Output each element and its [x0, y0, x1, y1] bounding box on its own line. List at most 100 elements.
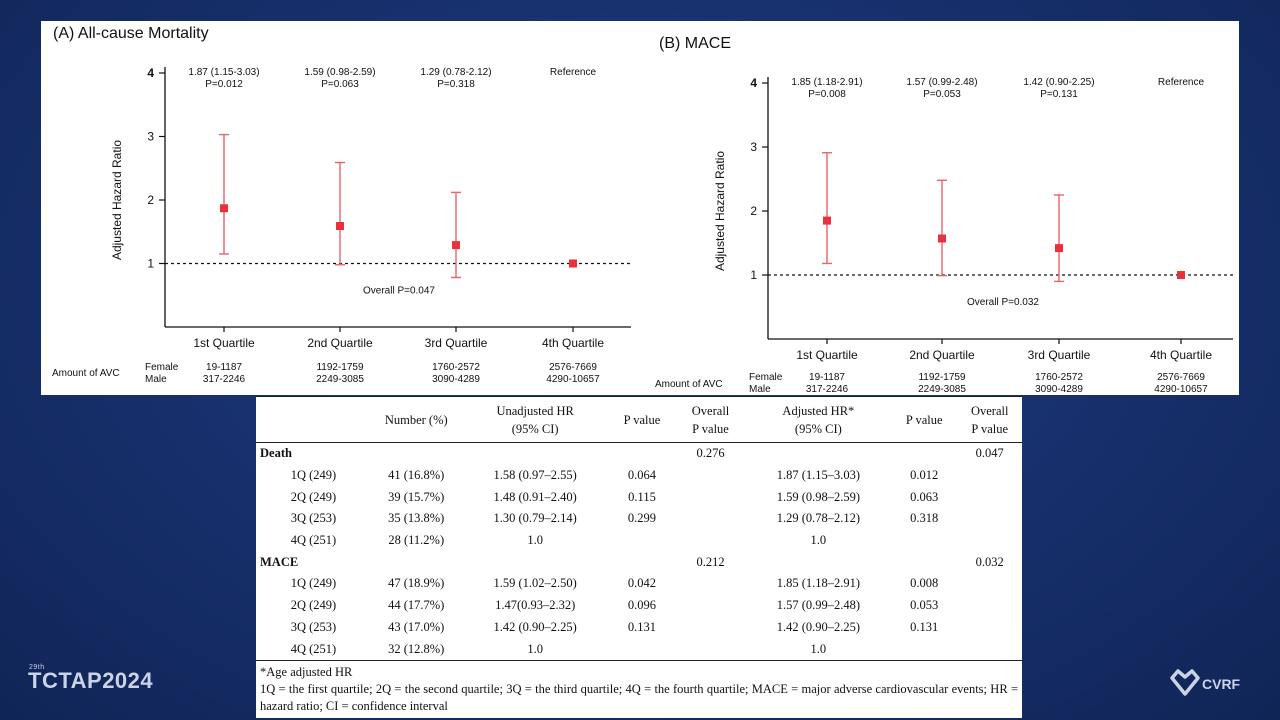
overall-p-adjusted — [957, 486, 1022, 508]
table-group-row: MACE 0.212 0.032 — [256, 551, 1022, 573]
p-value: 0.042 — [627, 576, 657, 591]
overall-p-unadjusted: 0.212 — [696, 554, 725, 569]
p-value — [608, 638, 676, 661]
x-tick-label: 1st Quartile — [193, 336, 255, 350]
cell-empty — [891, 551, 958, 573]
hr-annotation: 1.29 (0.78-2.12) — [420, 67, 491, 78]
unadjusted-hr: 1.48 (0.91–2.40) — [493, 489, 577, 504]
male-range: 3090-4289 — [432, 374, 480, 385]
p-value: 0.115 — [628, 489, 656, 504]
p-value-adjusted — [890, 638, 958, 661]
number-percent: 35 (13.8%) — [388, 511, 445, 526]
overall-p-adjusted — [957, 530, 1022, 552]
cell-empty — [371, 551, 462, 573]
female-range: 1192-1759 — [918, 372, 966, 383]
y-tick-label: 3 — [750, 140, 757, 154]
adjusted-hr: 1.57 (0.99–2.48) — [776, 598, 861, 613]
p-value: 0.131 — [627, 619, 657, 634]
x-tick-label: 3rd Quartile — [1028, 348, 1091, 362]
overall-p — [675, 638, 746, 661]
y-tick-label: 2 — [147, 193, 154, 207]
adjusted-hr: 1.29 (0.78–2.12) — [776, 511, 861, 526]
table-row: 3Q (253) 35 (13.8%) 1.30 (0.79–2.14) 0.299 1… — [256, 508, 1022, 530]
female-range: 2576-7669 — [1157, 372, 1205, 383]
footnote-abbreviations: 1Q = the first quartile; 2Q = the second… — [260, 681, 1018, 713]
hr-annotation: 1.87 (1.15-3.03) — [188, 67, 259, 78]
male-range: 317-2246 — [806, 384, 849, 395]
overall-p-adjusted: 0.047 — [975, 446, 1004, 461]
unadjusted-hr: 1.0 — [461, 638, 609, 661]
unadjusted-hr: 1.0 — [527, 533, 543, 548]
hr-annotation: 1.57 (0.99-2.48) — [906, 77, 977, 88]
female-range: 1760-2572 — [1035, 372, 1083, 383]
col-header-overall-p: Overall P value — [691, 403, 730, 436]
unadjusted-hr: 1.42 (0.90–2.25) — [493, 619, 577, 634]
cell-empty — [371, 443, 462, 465]
overall-p — [675, 617, 746, 639]
p-annotation: P=0.063 — [321, 79, 359, 90]
female-range: 19-1187 — [206, 362, 242, 373]
overall-p — [675, 465, 746, 487]
male-range: 317-2246 — [203, 374, 246, 385]
overall-p-adjusted — [957, 465, 1022, 487]
p-annotation: P=0.318 — [437, 79, 475, 90]
p-value-adjusted: 0.318 — [910, 511, 939, 526]
female-range: 1192-1759 — [316, 362, 364, 373]
x-tick-label: 2nd Quartile — [909, 348, 975, 362]
group-label: MACE — [260, 554, 299, 569]
unadjusted-hr: 1.58 (0.97–2.55) — [493, 468, 577, 483]
adjusted-hr: 1.0 — [810, 533, 827, 548]
p-value: 0.299 — [627, 511, 657, 526]
overall-p-adjusted — [957, 595, 1022, 617]
quartile-label: 2Q (249) — [290, 489, 337, 504]
female-range: 1760-2572 — [432, 362, 480, 373]
cell-empty — [746, 443, 891, 465]
cvrf-logo: CVRF — [1168, 666, 1258, 700]
number-percent: 44 (17.7%) — [388, 598, 445, 613]
male-range: 2249-3085 — [316, 374, 364, 385]
overall-p-unadjusted: 0.276 — [696, 446, 725, 461]
group-label: Death — [260, 446, 292, 461]
adjusted-hr: 1.42 (0.90–2.25) — [776, 619, 861, 634]
quartile-label: 3Q (253) — [290, 511, 337, 526]
adjusted-hr: 1.87 (1.15–3.03) — [776, 468, 861, 483]
number-percent: 39 (15.7%) — [388, 489, 445, 504]
results-table: Number (%) Unadjusted HR (95% CI) P value… — [256, 396, 1022, 718]
cell-empty — [462, 551, 609, 573]
hr-point — [823, 216, 831, 225]
hr-annotation: Reference — [1158, 77, 1205, 88]
p-value-adjusted: 0.063 — [910, 489, 939, 504]
hr-annotation: Reference — [550, 67, 597, 78]
y-axis-label: Adjusted Hazard Ratio — [713, 151, 727, 271]
chart-panel-all-cause-mortality: (A) All-cause Mortality 1 2 3 4 Adjusted Haz… — [41, 21, 639, 395]
cell-empty — [891, 443, 958, 465]
p-value — [609, 530, 676, 552]
p-annotation: P=0.053 — [923, 89, 961, 100]
number-percent: 41 (16.8%) — [388, 468, 445, 483]
table-row: 3Q (253) 43 (17.0%) 1.42 (0.90–2.25) 0.131 1… — [256, 617, 1022, 639]
chart-panel-mace: (B) MACE 1 2 3 4 Adjusted Hazard Ratio Overal… — [639, 21, 1239, 395]
overall-p-adjusted: 0.032 — [975, 554, 1004, 569]
table-row: 1Q (249) 41 (16.8%) 1.58 (0.97–2.55) 0.064 1… — [256, 465, 1022, 487]
overall-p-label: Overall P=0.032 — [967, 297, 1039, 308]
number-percent: 47 (18.9%) — [388, 576, 445, 591]
male-label: Male — [145, 374, 167, 385]
quartile-label: 4Q (251) — [290, 533, 337, 548]
p-value-adjusted: 0.008 — [910, 576, 939, 591]
male-range: 4290-10657 — [546, 374, 600, 385]
col-header-adjusted-hr: Adjusted HR* (95% CI) — [782, 403, 855, 436]
cvrf-heart-icon — [1170, 669, 1200, 696]
cell-empty — [609, 551, 676, 573]
overall-p — [675, 508, 746, 530]
hr-point — [1177, 271, 1185, 279]
overall-p — [675, 486, 746, 508]
table-row: 1Q (249) 47 (18.9%) 1.59 (1.02–2.50) 0.042 1… — [256, 573, 1022, 595]
hr-annotation: 1.42 (0.90-2.25) — [1023, 77, 1094, 88]
p-value: 0.064 — [627, 468, 657, 483]
adjusted-hr: 1.85 (1.18–2.91) — [776, 576, 861, 591]
table-row: 4Q (251) 32 (12.8%) 1.0 1.0 — [256, 638, 1022, 661]
adjusted-hr: 1.0 — [745, 638, 891, 661]
cell-empty — [609, 443, 676, 465]
overall-p — [675, 595, 746, 617]
y-tick-label: 1 — [147, 257, 154, 271]
